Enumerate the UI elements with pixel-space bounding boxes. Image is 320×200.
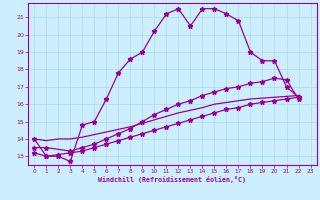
X-axis label: Windchill (Refroidissement éolien,°C): Windchill (Refroidissement éolien,°C) [99, 176, 246, 183]
